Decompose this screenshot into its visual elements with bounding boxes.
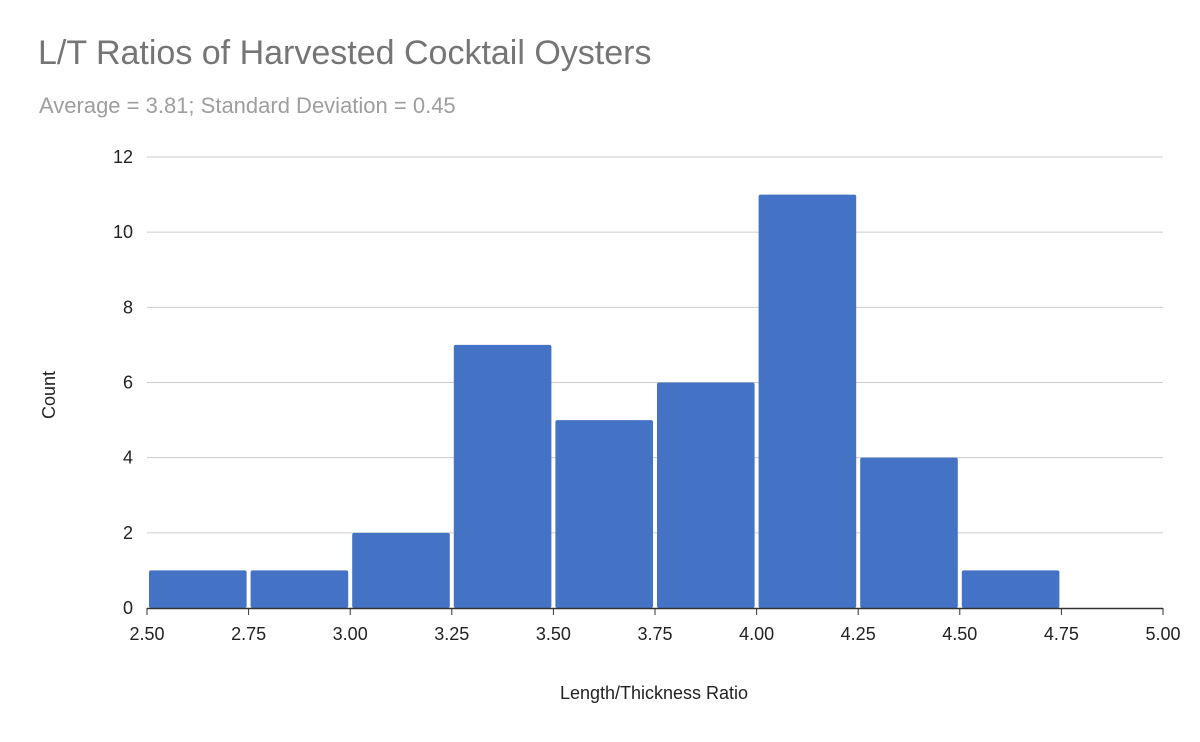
chart-subtitle: Average = 3.81; Standard Deviation = 0.4… [39, 93, 456, 118]
x-tick-label: 4.00 [739, 624, 774, 644]
bars [149, 194, 1060, 609]
x-tick-label: 4.25 [841, 624, 876, 644]
y-tick-label: 0 [123, 598, 133, 618]
x-axis-label: Length/Thickness Ratio [560, 683, 748, 703]
y-axis-label: Count [39, 371, 59, 419]
histogram-bar [555, 420, 653, 608]
y-tick-label: 8 [123, 297, 133, 317]
y-tick-label: 2 [123, 523, 133, 543]
axes [146, 607, 1164, 615]
x-tick-label: 5.00 [1145, 624, 1180, 644]
y-tick-labels: 0 2 4 6 8 10 12 [113, 147, 133, 618]
x-tick-label: 3.75 [637, 624, 672, 644]
x-tick-label: 3.00 [333, 624, 368, 644]
histogram-bar [250, 570, 349, 608]
chart-title: L/T Ratios of Harvested Cocktail Oysters [38, 34, 652, 72]
histogram-bar [149, 570, 247, 608]
histogram-bar [758, 194, 857, 609]
histogram-bar [453, 344, 552, 608]
y-tick-label: 10 [113, 222, 133, 242]
x-tick-label: 4.75 [1044, 624, 1079, 644]
x-tick-label: 3.25 [434, 624, 469, 644]
y-tick-label: 6 [123, 373, 133, 393]
gridlines [147, 156, 1163, 534]
x-tick-label: 4.50 [942, 624, 977, 644]
histogram-bar [352, 532, 450, 608]
x-tick-label: 2.50 [129, 624, 164, 644]
histogram-bar [860, 457, 958, 608]
x-tick-label: 2.75 [231, 624, 266, 644]
x-tick-labels: 2.50 2.75 3.00 3.25 3.50 3.75 4.00 4.25 4.50 4.75… [129, 624, 1180, 644]
y-tick-label: 4 [123, 448, 133, 468]
x-tick-label: 3.50 [536, 624, 571, 644]
histogram-bar [961, 570, 1060, 608]
histogram-bar [657, 382, 755, 608]
y-tick-label: 12 [113, 147, 133, 167]
